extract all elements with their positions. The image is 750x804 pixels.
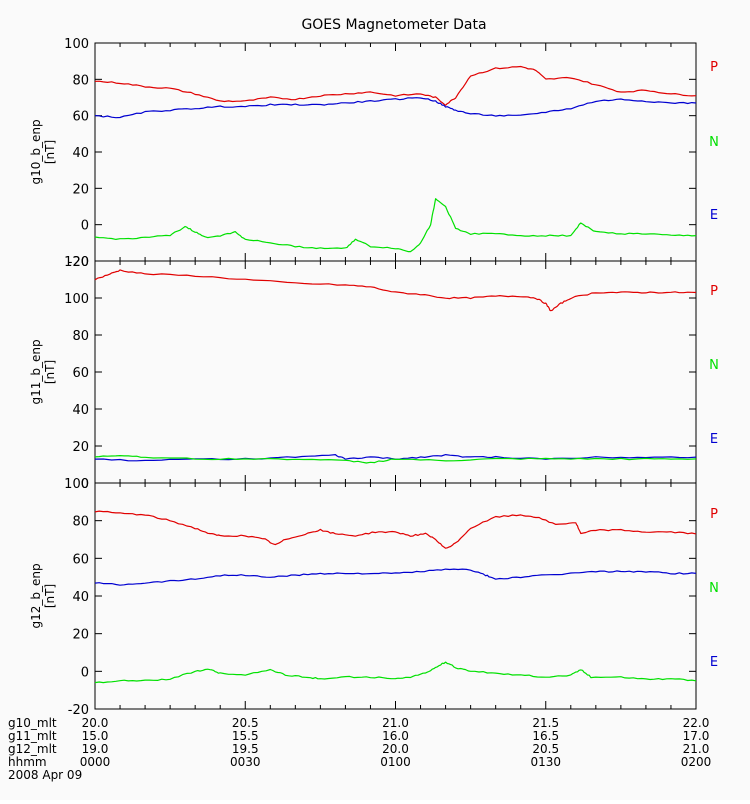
legend-P: P <box>710 507 718 522</box>
x-tick-label: 21.5 <box>532 716 559 730</box>
y-tick-label: 120 <box>64 255 89 270</box>
panel-frame <box>94 42 697 262</box>
legend-E: E <box>710 655 718 670</box>
y-tick-label: 80 <box>72 515 89 530</box>
y-tick-label: 100 <box>64 292 89 307</box>
series-line-N <box>94 455 697 464</box>
x-row-label: g12_mlt <box>8 742 57 756</box>
legend-P: P <box>710 284 718 299</box>
x-tick-label: 0030 <box>230 755 261 769</box>
y-tick-label: 80 <box>72 329 89 344</box>
legend-E: E <box>710 208 718 223</box>
y-tick-label: 100 <box>64 477 89 492</box>
x-tick-label: 21.0 <box>683 742 710 756</box>
legend-E: E <box>710 432 718 447</box>
panel-2: 0 20 40 60 80 100 120 g11_b_enp [nT] P N E <box>29 255 719 492</box>
y-axis-label: g10_b_enp <box>29 119 43 184</box>
y-tick-label: 0 <box>81 665 89 680</box>
series-line-P <box>94 65 697 106</box>
x-tick-label: 20.5 <box>232 716 259 730</box>
y-tick-label: 0 <box>81 477 89 492</box>
x-tick-label: 15.0 <box>82 729 109 743</box>
y-tick-label: -20 <box>68 255 89 270</box>
x-tick-label: 20.5 <box>532 742 559 756</box>
y-tick-label: 20 <box>72 440 89 455</box>
x-tick-label: 17.0 <box>683 729 710 743</box>
x-row-label: g11_mlt <box>8 729 57 743</box>
series-line-E <box>94 97 697 119</box>
x-tick-label: 0200 <box>681 755 712 769</box>
x-row-label: hhmm <box>8 755 47 769</box>
x-tick-label: 0100 <box>380 755 411 769</box>
panel-3: -20 0 20 40 60 80 100 g12_b_enp [nT] P N E <box>29 477 719 718</box>
x-tick-label: 15.5 <box>232 729 259 743</box>
y-tick-label: 80 <box>72 73 89 88</box>
x-tick-label: 19.5 <box>232 742 259 756</box>
y-tick-label: 100 <box>64 37 89 52</box>
x-tick-label: 16.5 <box>532 729 559 743</box>
x-tick-label: 0130 <box>530 755 561 769</box>
series-line-N <box>94 198 697 253</box>
date-label: 2008 Apr 09 <box>8 768 82 782</box>
legend-P: P <box>710 60 718 75</box>
x-tick-label: 19.0 <box>82 742 109 756</box>
series-line-P <box>94 269 697 312</box>
y-tick-label: 0 <box>81 219 89 234</box>
y-axis-unit: [nT] <box>43 584 57 608</box>
y-tick-label: 60 <box>72 110 89 125</box>
legend-N: N <box>709 358 719 373</box>
series-line-N <box>94 661 697 684</box>
y-axis-label: g11_b_enp <box>29 339 43 404</box>
panel-1: -20 0 20 40 60 80 100 g10_b_enp [nT] P N E <box>29 37 719 270</box>
x-row-label: g10_mlt <box>8 716 57 730</box>
x-tick-label: 21.0 <box>382 716 409 730</box>
y-tick-label: 60 <box>72 366 89 381</box>
y-axis-unit: [nT] <box>43 360 57 384</box>
y-tick-label: 20 <box>72 628 89 643</box>
series-line-E <box>94 568 697 586</box>
panel-frame <box>94 260 697 484</box>
legend-N: N <box>709 581 719 596</box>
x-tick-label: 22.0 <box>683 716 710 730</box>
x-tick-label: 0000 <box>80 755 111 769</box>
x-tick-label: 20.0 <box>82 716 109 730</box>
y-tick-label: -20 <box>68 703 89 718</box>
y-axis-unit: [nT] <box>43 140 57 164</box>
x-tick-label: 20.0 <box>382 742 409 756</box>
y-tick-label: 60 <box>72 552 89 567</box>
chart-title: GOES Magnetometer Data <box>301 17 486 33</box>
y-tick-label: 40 <box>72 403 89 418</box>
y-axis-label: g12_b_enp <box>29 563 43 628</box>
panel-frame <box>94 482 697 710</box>
y-tick-label: 40 <box>72 590 89 605</box>
x-tick-label: 16.0 <box>382 729 409 743</box>
y-tick-label: 40 <box>72 146 89 161</box>
y-tick-label: 20 <box>72 182 89 197</box>
series-line-P <box>94 510 697 549</box>
legend-N: N <box>709 135 719 150</box>
